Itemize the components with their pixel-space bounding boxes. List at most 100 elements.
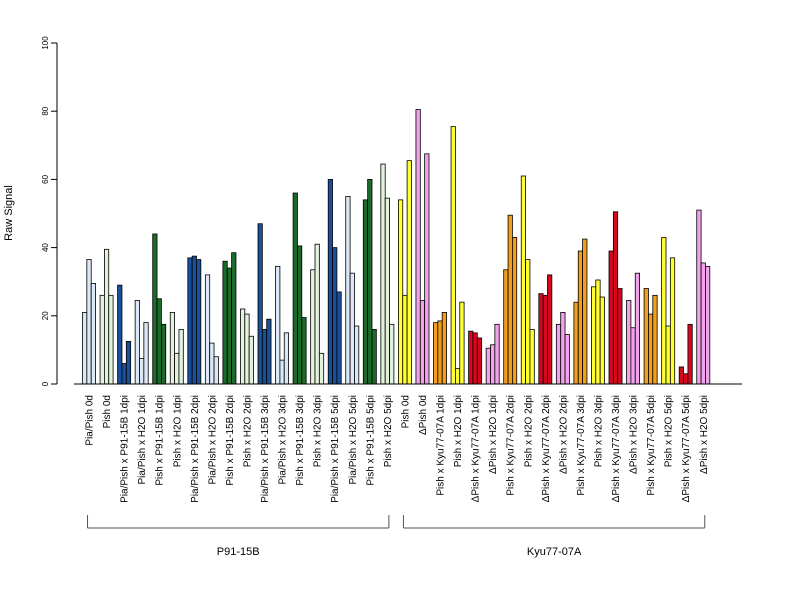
bar bbox=[507, 214, 513, 385]
bar bbox=[187, 257, 193, 385]
bar bbox=[520, 175, 526, 385]
bar bbox=[512, 236, 518, 385]
group-label: Kyu77-07A bbox=[527, 546, 582, 558]
category-label: ΔPish x Kyu77-07A 2dpi bbox=[541, 395, 552, 502]
bar bbox=[327, 178, 333, 385]
bar bbox=[626, 300, 632, 385]
bar bbox=[349, 272, 355, 385]
y-tick-label: 20 bbox=[41, 311, 50, 320]
bar bbox=[547, 274, 553, 385]
y-tick-label: 40 bbox=[41, 243, 50, 252]
category-label: Pish x P91-15B 3dpi bbox=[295, 395, 306, 486]
bar bbox=[108, 294, 114, 385]
bar bbox=[266, 318, 272, 385]
bar bbox=[292, 192, 298, 385]
bar bbox=[152, 233, 158, 385]
bar bbox=[705, 265, 711, 385]
category-label: Pish x Kyu77-07A 3dpi bbox=[576, 395, 587, 496]
bar bbox=[174, 352, 180, 385]
bar bbox=[332, 247, 338, 385]
bar bbox=[204, 274, 211, 385]
bar bbox=[696, 209, 702, 385]
bar bbox=[459, 301, 465, 385]
bar bbox=[261, 329, 268, 385]
bar bbox=[244, 313, 250, 385]
category-label: Pish x Kyu77-07A 1dpi bbox=[436, 395, 447, 496]
bar bbox=[419, 300, 426, 385]
bar bbox=[634, 272, 640, 385]
y-tick-label: 80 bbox=[41, 106, 50, 115]
bar bbox=[231, 252, 237, 385]
bar bbox=[591, 286, 597, 385]
bar bbox=[125, 340, 132, 385]
bar bbox=[275, 265, 281, 385]
bar bbox=[297, 245, 303, 385]
bar bbox=[82, 311, 88, 385]
y-tick-label: 0 bbox=[41, 381, 50, 386]
bar bbox=[248, 335, 254, 385]
category-label: Pish x Kyu77-07A 5dpi bbox=[646, 395, 657, 496]
group-brackets: P91-15B Kyu77-07A bbox=[87, 515, 706, 558]
bar bbox=[617, 288, 623, 385]
bar bbox=[630, 327, 636, 385]
bar bbox=[612, 211, 619, 385]
bar bbox=[476, 337, 483, 385]
bar bbox=[485, 347, 491, 385]
bar bbox=[178, 329, 184, 385]
bar bbox=[345, 196, 351, 385]
category-label: ΔPish x H2O 3dpi bbox=[629, 395, 640, 474]
bar bbox=[336, 291, 342, 385]
bar bbox=[595, 279, 601, 385]
bar bbox=[371, 329, 377, 385]
bar bbox=[156, 298, 162, 385]
bar bbox=[226, 267, 232, 385]
bar bbox=[415, 109, 421, 385]
bar bbox=[450, 126, 456, 385]
category-label: Pish x H2O 3dpi bbox=[593, 395, 604, 467]
bar bbox=[648, 313, 654, 385]
category-label: Pish x H2O 2dpi bbox=[242, 395, 253, 467]
bar bbox=[424, 153, 430, 385]
bar bbox=[314, 243, 320, 385]
bar bbox=[538, 293, 544, 385]
bar bbox=[678, 366, 684, 385]
bar bbox=[99, 294, 105, 385]
bar bbox=[134, 300, 140, 385]
bar bbox=[310, 269, 316, 385]
bar bbox=[564, 334, 570, 385]
bar bbox=[573, 301, 579, 385]
bar bbox=[560, 311, 566, 385]
bar bbox=[599, 296, 605, 385]
category-label: ΔPish x Kyu77-07A 3dpi bbox=[611, 395, 622, 502]
bar bbox=[279, 359, 285, 385]
bar bbox=[494, 323, 500, 385]
category-labels: Pia/Pish 0d Pish 0d Pia/Pish x P91-15B 1dp… bbox=[85, 395, 710, 503]
bar bbox=[441, 311, 447, 385]
bar bbox=[472, 332, 478, 385]
bar bbox=[257, 223, 263, 385]
category-label: Pish 0d bbox=[400, 395, 411, 428]
category-label: ΔPish x Kyu77-07A 5dpi bbox=[681, 395, 692, 502]
bar bbox=[86, 259, 92, 385]
category-label: Pia/Pish x H2O 1dpi bbox=[137, 395, 148, 485]
bar bbox=[191, 255, 197, 385]
bar bbox=[454, 368, 461, 385]
category-label: ΔPish x H2O 5dpi bbox=[699, 395, 710, 474]
bar bbox=[608, 250, 614, 385]
category-label: Pia/Pish x H2O 3dpi bbox=[278, 395, 289, 485]
bar bbox=[222, 260, 228, 385]
group-label: P91-15B bbox=[217, 546, 260, 558]
bar bbox=[661, 236, 667, 385]
bar bbox=[389, 323, 395, 385]
category-label: Pish x H2O 5dpi bbox=[383, 395, 394, 467]
bar bbox=[384, 197, 390, 385]
category-label: Pish x H2O 1dpi bbox=[172, 395, 183, 467]
bar bbox=[143, 322, 149, 385]
category-label: Pia/Pish 0d bbox=[85, 395, 96, 446]
bar bbox=[117, 284, 123, 385]
bar bbox=[700, 262, 706, 385]
category-label: Pia/Pish x H2O 2dpi bbox=[207, 395, 218, 485]
category-label: Pia/Pish x H2O 5dpi bbox=[348, 395, 359, 485]
bar bbox=[577, 250, 583, 385]
bar bbox=[196, 259, 202, 385]
